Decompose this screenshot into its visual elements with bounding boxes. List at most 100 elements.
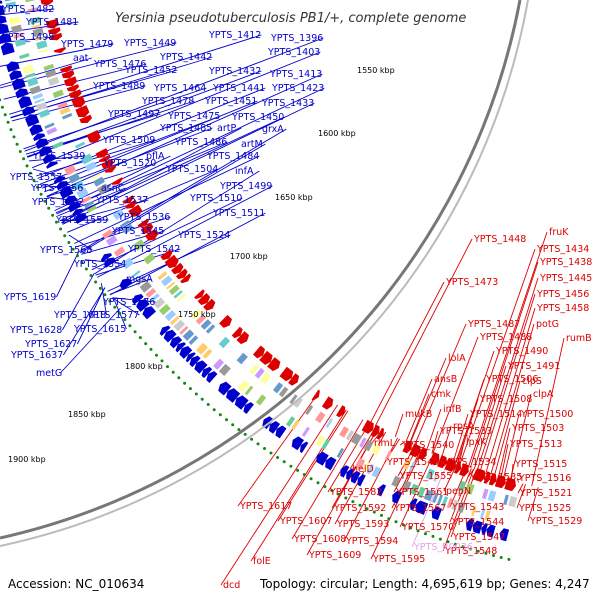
plus-annotation-band — [44, 122, 55, 130]
plus-annotation-band — [131, 270, 141, 278]
minus-gene-label: YPTS_1594 — [345, 536, 398, 547]
minus-annotation-band — [487, 490, 497, 502]
minus-gene-label-connector — [510, 463, 514, 481]
plus-annotation-band — [4, 0, 13, 2]
plus-gene-label-connector — [79, 128, 287, 252]
scale-dot — [424, 532, 427, 536]
plus-strand-feature — [201, 366, 213, 379]
minus-strand-feature — [417, 447, 427, 461]
plus-gene-label-connector — [55, 250, 80, 298]
minus-strand-feature — [137, 218, 150, 228]
plus-gene-label: YPTS_1554 — [73, 259, 126, 270]
plus-annotation-band — [68, 172, 81, 184]
minus-gene-label: fruK — [549, 227, 569, 238]
minus-annotation-band — [289, 394, 298, 405]
plus-strand-feature — [194, 360, 208, 374]
plus-annotation-band — [64, 164, 77, 176]
plus-strand-feature — [100, 253, 113, 263]
plus-gene-label: YPTS_1627 — [24, 339, 77, 350]
scale-dot — [183, 381, 187, 385]
plus-strand-feature — [25, 114, 40, 127]
scale-dot — [123, 318, 127, 322]
accession-text: Accession: NC_010634 — [8, 577, 144, 591]
scale-dot — [212, 408, 216, 412]
plus-gene-label: YPTS_1452 — [124, 65, 177, 76]
scale-dot — [94, 280, 98, 284]
scale-dot — [401, 523, 405, 527]
plus-gene-label: artP — [217, 123, 236, 134]
plus-annotation-band — [72, 180, 85, 191]
plus-annotation-band — [101, 229, 114, 240]
minus-gene-label: YPTS_1500 — [520, 409, 573, 420]
plus-strand-feature — [39, 146, 53, 157]
plus-gene-label: YPTS_1615 — [73, 324, 126, 335]
minus-strand-feature — [49, 32, 63, 41]
scale-dot — [492, 554, 495, 557]
plus-gene-label: pflA — [146, 151, 165, 162]
plus-gene-label: YPTS_1485 — [159, 123, 212, 134]
minus-annotation-band — [481, 488, 489, 500]
plus-annotation-band — [5, 1, 17, 9]
plus-annotation-band — [136, 277, 147, 286]
minus-gene-label: YPTS_1540 — [401, 440, 454, 451]
plus-gene-label: YPTS_1524 — [177, 230, 230, 241]
minus-annotation-band — [432, 471, 440, 482]
plus-gene-label: YPTS_1475 — [167, 111, 220, 122]
minus-annotation-band — [119, 220, 130, 228]
minus-gene-label-connector — [490, 323, 535, 475]
scale-dot — [84, 267, 88, 271]
minus-gene-label: YPTS_1490 — [495, 346, 548, 357]
scale-dot — [0, 98, 2, 102]
feature-rings — [0, 0, 518, 542]
scale-dot — [469, 547, 473, 551]
backbone-shadow-arc — [0, 0, 529, 547]
minus-annotation-band — [143, 253, 156, 265]
minus-annotation-band — [384, 450, 392, 461]
minus-strand-feature — [59, 65, 73, 73]
minus-gene-label-connector — [413, 323, 467, 446]
minus-annotation-band — [339, 426, 350, 438]
minus-gene-label-connector — [277, 410, 349, 522]
minus-gene-label-connector — [509, 393, 532, 481]
scale-dot — [55, 220, 58, 224]
minus-gene-label: cmk — [431, 389, 451, 400]
minus-annotation-band — [200, 319, 212, 330]
plus-annotation-band — [26, 77, 39, 87]
plus-annotation-band — [417, 486, 426, 498]
scale-dot — [28, 171, 32, 175]
scale-dot — [225, 418, 228, 422]
plus-gene-label-connector — [76, 216, 171, 248]
minus-gene-label: YPTS_1448 — [473, 234, 526, 245]
minus-strand-feature — [288, 373, 300, 386]
plus-strand-feature — [299, 441, 309, 454]
plus-strand-feature — [74, 213, 88, 224]
scale-dot — [276, 456, 280, 459]
plus-gene-label: YPTS_1511 — [212, 208, 265, 219]
minus-strand-feature — [175, 268, 188, 280]
minus-gene-label-connector — [409, 393, 430, 444]
scale-dot — [200, 397, 204, 401]
scale-dot — [155, 353, 158, 357]
rna-gene-label: YPTS_R0036 — [413, 542, 473, 553]
plus-annotation-band — [8, 16, 21, 26]
minus-gene-label-connector — [531, 337, 565, 486]
scale-dot — [309, 477, 313, 481]
plus-strand-feature — [472, 520, 483, 534]
minus-annotation-band — [409, 461, 415, 472]
plus-gene-label-connector — [67, 168, 219, 233]
plus-annotation-band — [35, 102, 48, 111]
plus-gene-label-connector — [109, 278, 151, 295]
plus-annotation-band — [471, 506, 477, 517]
kbp-tick-label: 1800 kbp — [125, 362, 163, 371]
scale-dot — [263, 447, 266, 450]
minus-gene-label: YPTS_1534 — [443, 457, 496, 468]
scale-dot — [289, 464, 293, 468]
minus-strand-feature — [267, 357, 281, 372]
plus-annotation-band — [173, 319, 186, 332]
minus-strand-feature — [40, 0, 54, 6]
minus-gene-label: YPTS_1561 — [395, 487, 448, 498]
plus-gene-label: YPTS_1628 — [9, 325, 62, 336]
scale-dot — [144, 342, 148, 346]
minus-gene-label: YPTS_1544 — [451, 517, 504, 528]
minus-annotation-band — [32, 27, 45, 38]
